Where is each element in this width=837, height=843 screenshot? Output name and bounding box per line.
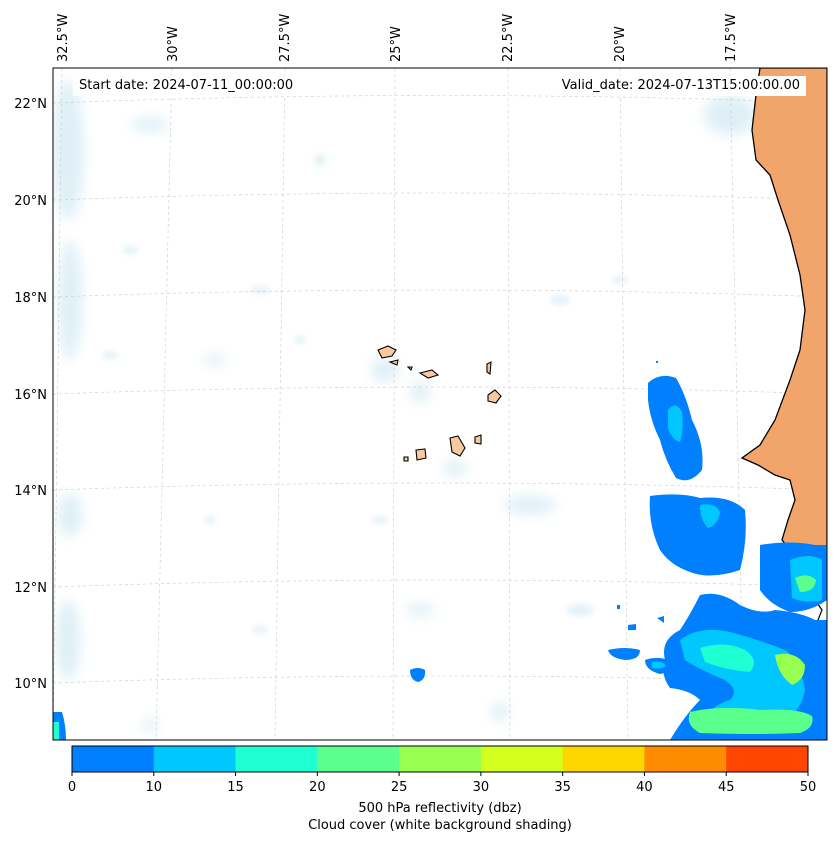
lon-label: 17.5°W <box>724 14 739 62</box>
lon-label: 20°W <box>613 26 628 62</box>
lon-label: 25°W <box>389 26 404 62</box>
colorbar-tick-label: 35 <box>554 780 571 795</box>
colorbar-title: 500 hPa reflectivity (dbz) <box>358 801 522 816</box>
lat-label: 10°N <box>14 677 47 692</box>
cloud-cover-shading <box>53 80 756 731</box>
lat-label: 12°N <box>14 581 47 596</box>
latitude-labels: 22°N 20°N 18°N 16°N 14°N 12°N 10°N <box>14 97 47 692</box>
colorbar-subtitle: Cloud cover (white background shading) <box>308 818 572 833</box>
colorbar-swatch <box>562 746 645 772</box>
colorbar-swatch <box>399 746 482 772</box>
valid-date-label: Valid_date: 2024-07-13T15:00:00.00 <box>555 76 806 96</box>
lon-label: 30°W <box>166 26 181 62</box>
colorbar-swatch <box>153 746 237 772</box>
lat-label: 16°N <box>14 388 47 403</box>
map-frame <box>52 67 828 741</box>
colorbar-tick-label: 30 <box>473 780 490 795</box>
colorbar-swatch <box>480 746 564 772</box>
colorbar-frame <box>71 745 809 773</box>
cloud-wisps <box>102 154 628 634</box>
colorbar-tick-label: 10 <box>146 780 163 795</box>
colorbar-swatch <box>235 746 318 772</box>
lat-label: 20°N <box>14 194 47 209</box>
lat-label: 22°N <box>14 97 47 112</box>
lat-label: 14°N <box>14 484 47 499</box>
colorbar-tick-label: 20 <box>309 780 326 795</box>
lon-label: 27.5°W <box>278 14 293 62</box>
colorbar-tick-label: 40 <box>636 780 653 795</box>
colorbar <box>72 746 809 772</box>
colorbar-swatch <box>644 746 727 772</box>
colorbar-swatch <box>72 746 155 772</box>
lon-label: 32.5°W <box>56 14 71 62</box>
colorbar-swatch <box>317 746 400 772</box>
longitude-labels: 32.5°W 30°W 27.5°W 25°W 22.5°W 20°W 17.5… <box>56 14 739 62</box>
colorbar-tick-label: 50 <box>800 780 817 795</box>
colorbar-tick-label: 0 <box>68 780 76 795</box>
lat-label: 18°N <box>14 291 47 306</box>
graticule <box>53 68 827 740</box>
reflectivity-shading <box>53 361 827 740</box>
start-date-label: Start date: 2024-07-11_00:00:00 <box>73 76 300 96</box>
colorbar-swatch <box>726 746 809 772</box>
lon-label: 22.5°W <box>501 14 516 62</box>
cape-verde-islands <box>377 345 502 462</box>
colorbar-tick-label: 15 <box>227 780 244 795</box>
colorbar-ticks: 0 10 15 20 25 30 35 40 45 50 <box>68 772 816 795</box>
colorbar-tick-label: 45 <box>718 780 735 795</box>
colorbar-tick-label: 25 <box>391 780 408 795</box>
